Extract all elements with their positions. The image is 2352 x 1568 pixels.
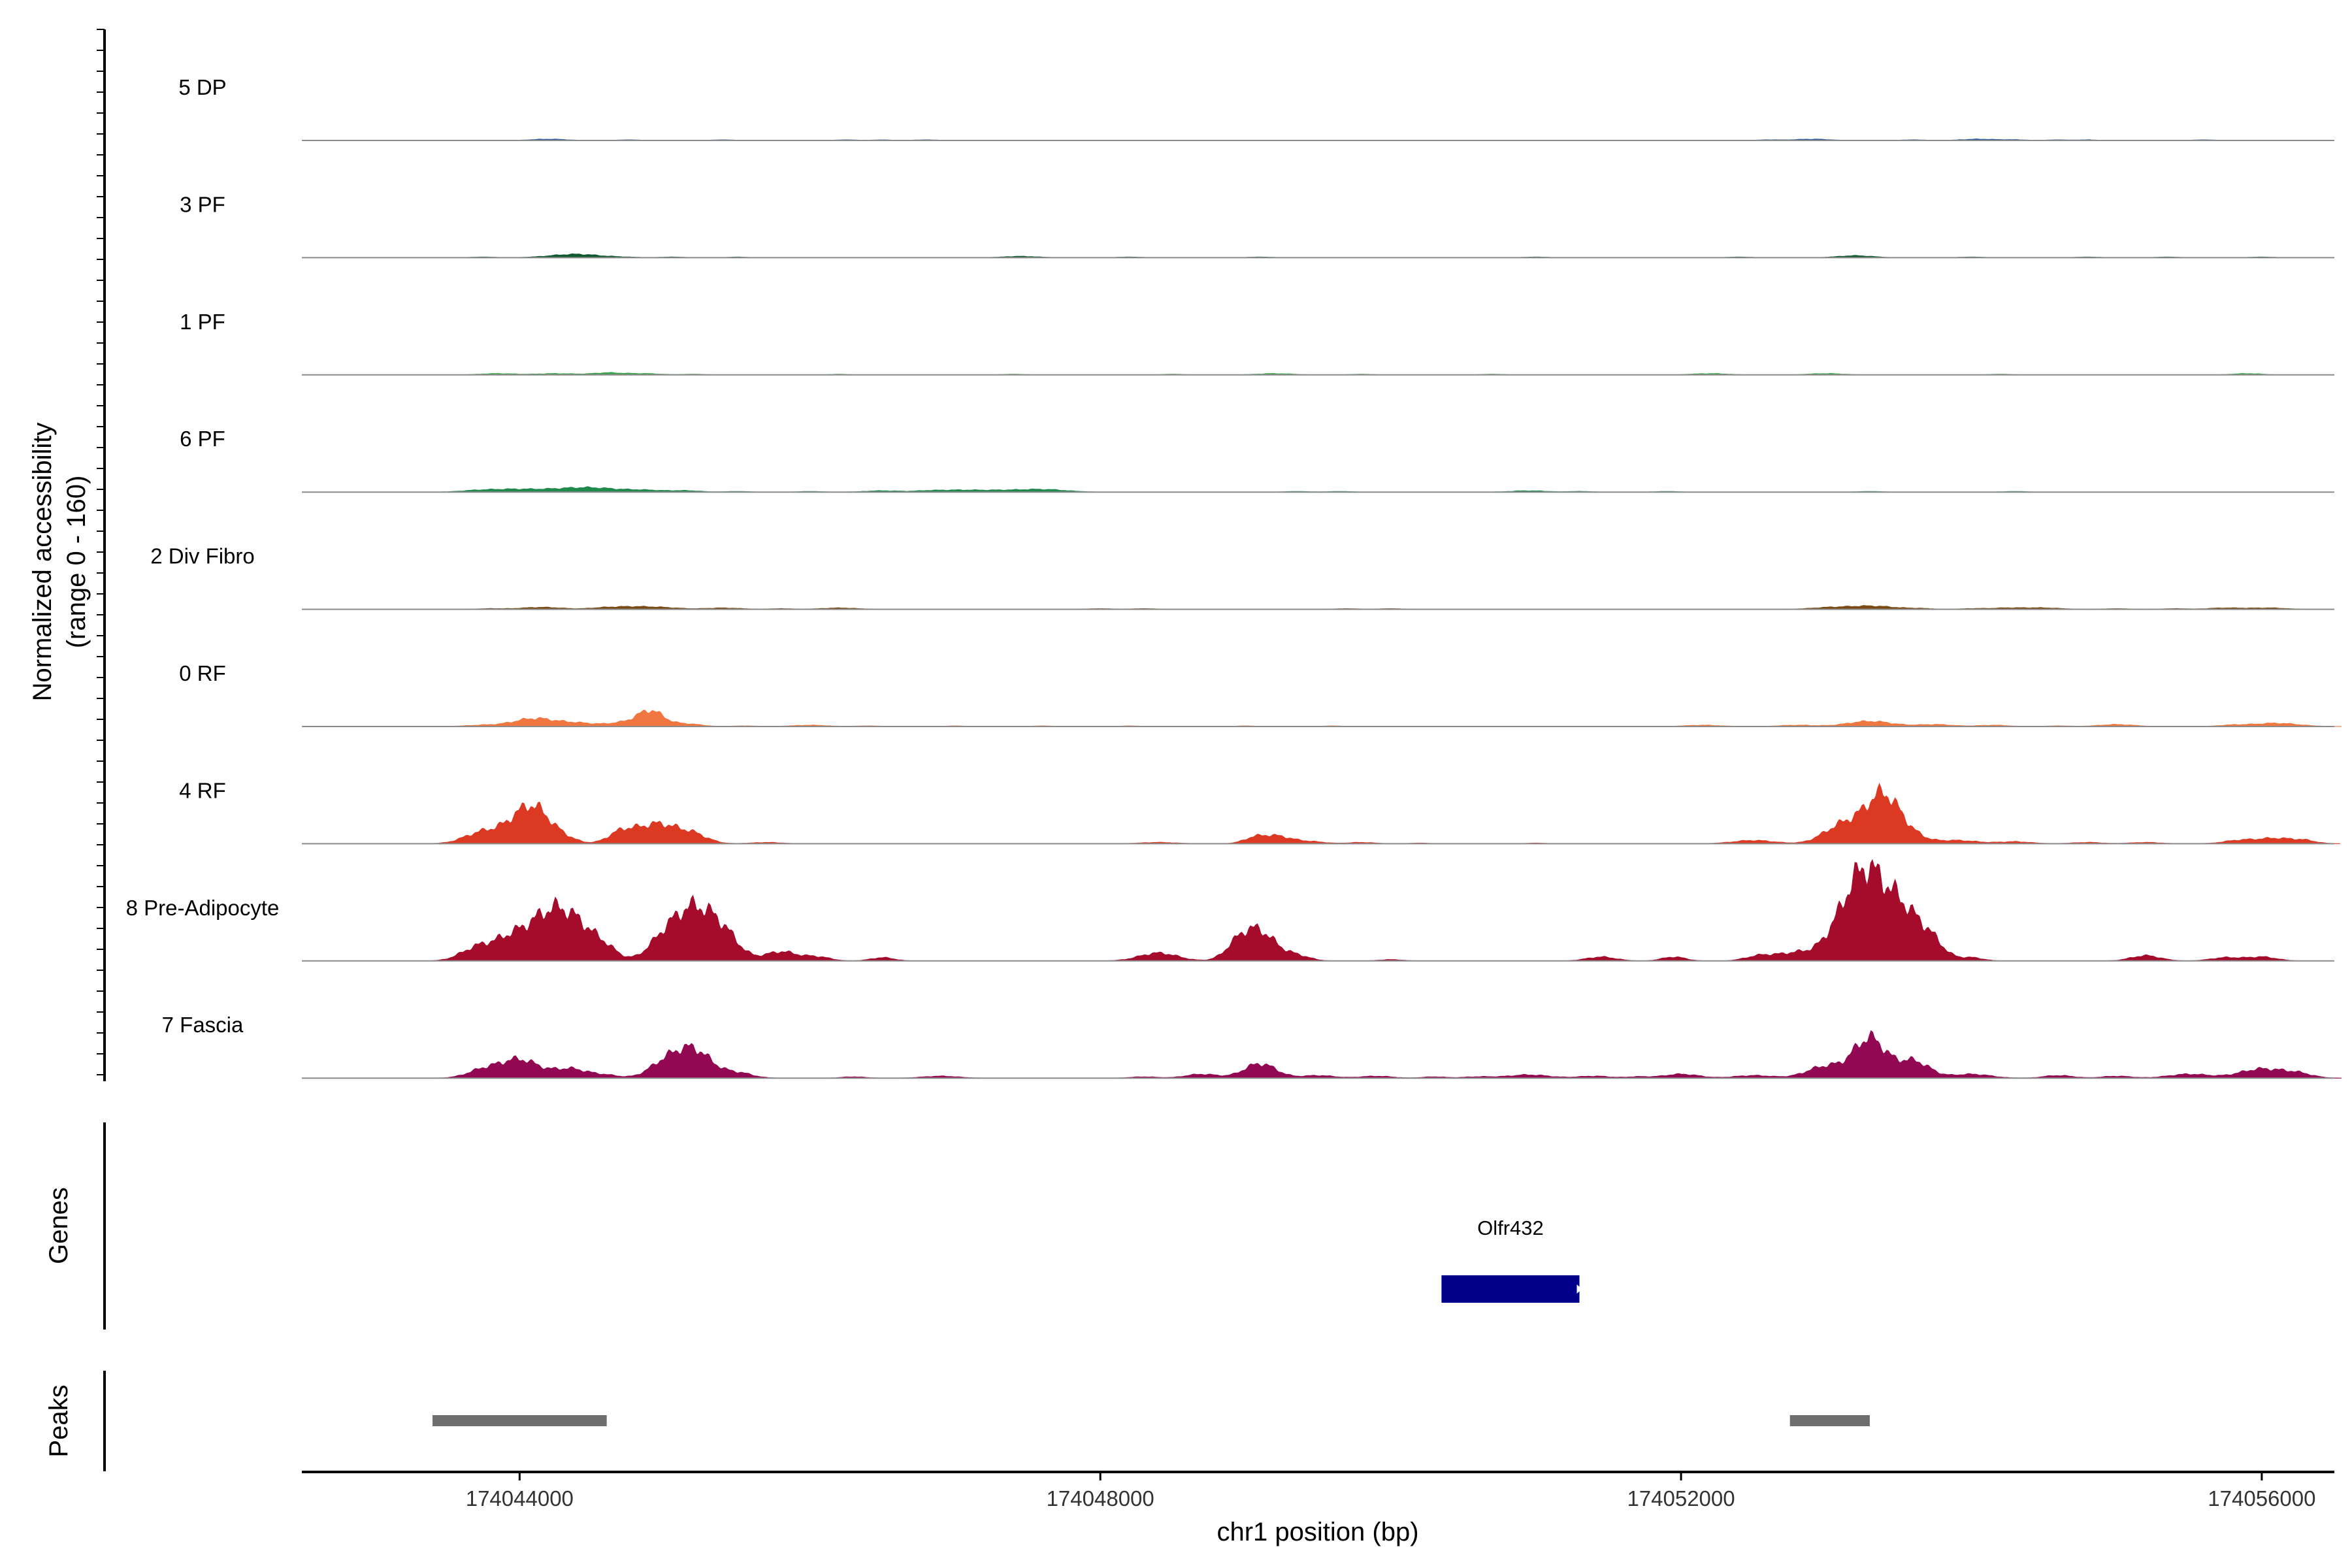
track-label: 7 Fascia	[162, 1013, 244, 1037]
track-label: 2 Div Fibro	[150, 544, 255, 568]
track-2-div-fibro: 2 Div Fibro	[150, 544, 2334, 610]
genes-axis-title: Genes	[44, 1187, 73, 1264]
track-label: 1 PF	[180, 310, 225, 334]
coverage-tracks: 5 DP 3 PF 1 PF 6 PF 2 Div Fibro 0 RF 4 RF 8 Pre…	[126, 75, 2342, 1079]
track-8-pre-adipocyte: 8 Pre-Adipocyte	[126, 858, 2334, 962]
track-0-rf: 0 RF	[179, 661, 2342, 727]
strand-arrow-icon	[1576, 1284, 1582, 1294]
track-label: 5 DP	[178, 75, 226, 99]
peaks-axis-title: Peaks	[44, 1384, 73, 1457]
track-1-pf: 1 PF	[180, 310, 2334, 376]
track-label: 0 RF	[179, 661, 226, 685]
track-7-fascia: 7 Fascia	[162, 1013, 2342, 1079]
x-tick-label: 174044000	[466, 1486, 574, 1511]
peak-region	[1789, 1415, 1870, 1426]
track-6-pf: 6 PF	[180, 427, 2334, 493]
gene-label: Olfr432	[1477, 1217, 1544, 1239]
peak-region	[432, 1415, 607, 1426]
track-4-rf: 4 RF	[179, 778, 2340, 845]
track-5-dp: 5 DP	[178, 75, 2334, 141]
x-tick-label: 174052000	[1627, 1486, 1735, 1511]
peaks-panel: Peaks	[44, 1371, 1870, 1471]
track-3-pf: 3 PF	[180, 192, 2334, 259]
x-axis-title: chr1 position (bp)	[1217, 1518, 1418, 1546]
x-tick-label: 174048000	[1047, 1486, 1154, 1511]
track-label: 8 Pre-Adipocyte	[126, 896, 280, 920]
x-tick-label: 174056000	[2208, 1486, 2315, 1511]
track-label: 3 PF	[180, 192, 225, 216]
x-axis: 174044000 174048000 174052000 174056000	[302, 1471, 2334, 1511]
coverage-y-axis	[97, 29, 106, 1081]
coverage-y-axis-title: Normalized accessibility	[28, 423, 57, 702]
coverage-y-axis-subtitle: (range 0 - 160)	[62, 476, 91, 649]
genes-panel: Genes Olfr432	[44, 1122, 1582, 1330]
track-label: 4 RF	[179, 778, 226, 802]
gene-body	[1441, 1275, 1580, 1303]
track-label: 6 PF	[180, 427, 225, 451]
